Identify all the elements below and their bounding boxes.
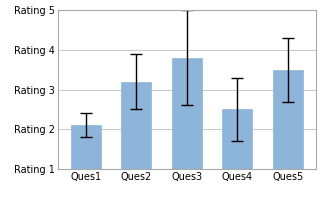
Bar — [121, 82, 151, 169]
Bar — [273, 70, 303, 169]
Bar — [71, 125, 101, 169]
Bar — [222, 109, 252, 169]
Bar — [172, 58, 202, 169]
